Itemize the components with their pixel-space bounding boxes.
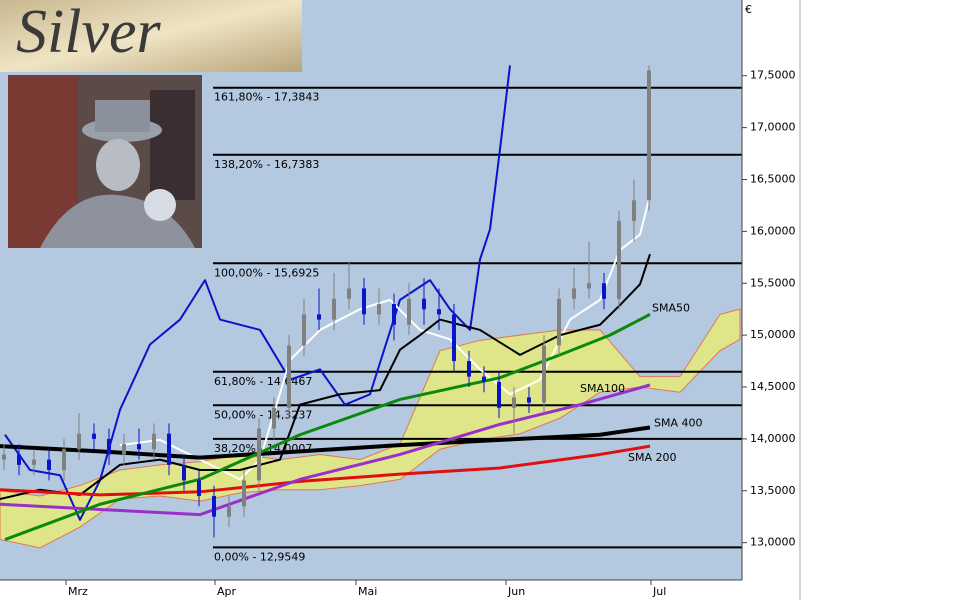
y-tick-label: 13,0000 xyxy=(750,536,796,549)
candle-body xyxy=(332,298,336,320)
candle-body xyxy=(452,314,456,362)
series-line xyxy=(0,253,651,501)
series-line xyxy=(119,194,651,481)
candle-body xyxy=(437,309,441,315)
candle-body xyxy=(107,438,111,455)
y-tick-label: 14,5000 xyxy=(750,380,796,393)
candle-body xyxy=(632,200,636,222)
series-label: SMA50 xyxy=(652,301,690,314)
candle-body xyxy=(482,376,486,382)
y-tick-label: 16,5000 xyxy=(750,172,796,185)
candle-body xyxy=(62,449,66,471)
candle-body xyxy=(302,314,306,346)
photo-face xyxy=(96,139,140,191)
candle-body xyxy=(557,298,561,346)
candle-body xyxy=(602,283,606,299)
candle-body xyxy=(467,361,471,377)
series-line xyxy=(0,383,651,517)
y-tick-label: 13,5000 xyxy=(750,484,796,497)
candle-body xyxy=(32,459,36,465)
candle-body xyxy=(542,345,546,403)
candle-body xyxy=(197,480,201,496)
y-tick-label: 14,0000 xyxy=(750,432,796,445)
fib-label: 100,00% - 15,6925 xyxy=(214,266,319,279)
candle-body xyxy=(137,444,141,450)
candle-body xyxy=(212,495,216,517)
candle-body xyxy=(152,433,156,450)
fib-label: 138,20% - 16,7383 xyxy=(214,158,319,171)
plot-layer: 161,80% - 17,3843 138,20% - 16,7383 100,00… xyxy=(0,65,742,563)
photo-window xyxy=(150,90,195,200)
candle-body xyxy=(167,433,171,465)
candle-body xyxy=(587,283,591,289)
candle-body xyxy=(242,480,246,507)
candle-body xyxy=(77,433,81,450)
series-line xyxy=(4,313,651,541)
y-tick-label: 17,0000 xyxy=(750,121,796,134)
x-tick-label: Apr xyxy=(217,585,237,598)
fib-label: 0,00% - 12,9549 xyxy=(214,550,305,563)
candle-body xyxy=(392,304,396,325)
candle-body xyxy=(17,454,21,465)
series-line xyxy=(0,444,651,497)
x-tick-label: Jul xyxy=(652,585,666,598)
candle-body xyxy=(122,444,126,455)
x-tick-label: Mai xyxy=(358,585,377,598)
series-label: SMA100 xyxy=(580,382,625,395)
cloud xyxy=(0,308,741,549)
candle-body xyxy=(227,506,231,517)
x-tick-label: Mrz xyxy=(68,585,88,598)
candle-body xyxy=(617,221,621,299)
candle-body xyxy=(317,314,321,320)
candle-body xyxy=(287,345,291,408)
candle-body xyxy=(362,288,366,315)
candle-body xyxy=(47,459,51,471)
candle-body xyxy=(407,298,411,325)
photo xyxy=(8,75,202,248)
currency-label: € xyxy=(745,3,752,16)
series-label: SMA 400 xyxy=(654,416,703,429)
y-tick-label: 15,0000 xyxy=(750,328,796,341)
y-tick-label: 15,5000 xyxy=(750,276,796,289)
fib-label: 50,00% - 14,3237 xyxy=(214,408,312,421)
y-tick-label: 16,0000 xyxy=(750,224,796,237)
fib-label: 161,80% - 17,3843 xyxy=(214,91,319,104)
photo-ball xyxy=(144,189,176,221)
candle-body xyxy=(182,464,186,481)
candle-body xyxy=(272,407,276,429)
photo-hat xyxy=(95,100,150,132)
candle-body xyxy=(647,70,651,201)
logo-text: Silver xyxy=(16,0,161,66)
candle-body xyxy=(422,298,426,310)
candle-body xyxy=(347,288,351,299)
series-line xyxy=(0,425,651,460)
candle-body xyxy=(572,288,576,299)
series-label: SMA 200 xyxy=(628,451,677,464)
candle-body xyxy=(527,397,531,403)
candle-body xyxy=(377,304,381,315)
candle-body xyxy=(257,428,261,481)
logo-box xyxy=(0,0,302,72)
candle-body xyxy=(2,454,6,460)
y-tick-label: 17,5000 xyxy=(750,69,796,82)
candle-body xyxy=(92,433,96,439)
candle-body xyxy=(512,397,516,408)
candle-body xyxy=(497,381,501,408)
x-tick-label: Jun xyxy=(507,585,525,598)
